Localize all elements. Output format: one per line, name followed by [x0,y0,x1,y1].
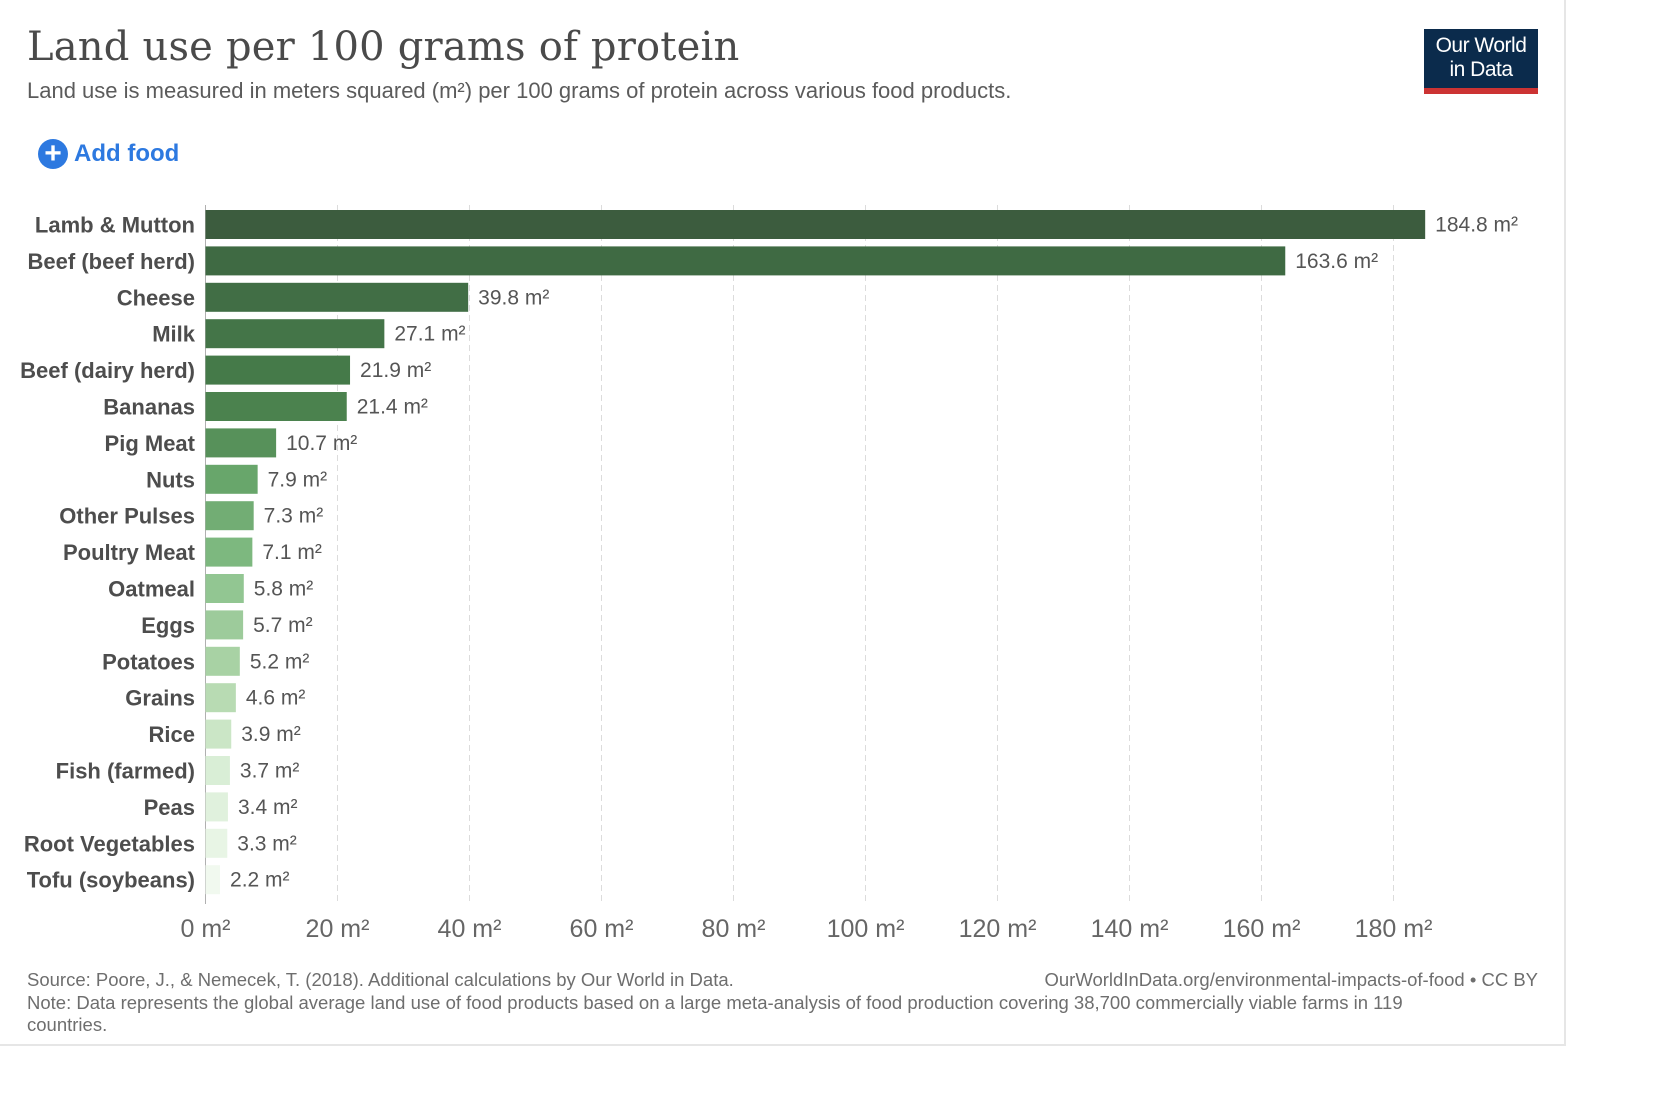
x-tick-label: 100 m² [827,915,905,943]
bar [205,319,385,349]
bar [205,282,469,312]
value-label: 21.4 m² [357,396,428,419]
chart-title: Land use per 100 grams of protein [27,24,740,70]
x-tick-label: 40 m² [438,915,502,943]
category-label: Grains [125,686,195,711]
x-tick-label: 20 m² [306,915,370,943]
category-label: Lamb & Mutton [35,213,195,238]
value-label: 5.2 m² [250,650,310,673]
category-label: Poultry Meat [63,540,196,565]
x-tick-label: 160 m² [1223,915,1301,943]
category-label: Milk [152,322,196,347]
value-label: 3.9 m² [241,723,301,746]
bar [205,792,228,822]
value-label: 7.3 m² [264,505,324,528]
bar [205,610,244,640]
bar [205,355,351,385]
category-label: Pig Meat [105,431,196,456]
chart-frame [0,0,1566,1046]
category-label: Eggs [141,613,195,638]
bar [205,428,277,458]
value-label: 4.6 m² [246,687,306,710]
value-label: 3.3 m² [237,832,297,855]
category-label: Tofu (soybeans) [27,868,195,893]
bar [205,756,230,785]
category-label: Rice [149,722,195,747]
bar [205,246,1286,276]
category-label: Nuts [146,467,195,492]
logo-line-1: Our World [1435,34,1527,57]
data-note: Note: Data represents the global average… [27,992,1403,1035]
bar [205,392,347,421]
value-label: 7.1 m² [262,541,322,564]
bar [205,210,1426,239]
category-label: Root Vegetables [24,831,195,856]
x-tick-label: 0 m² [181,915,231,943]
value-label: 2.2 m² [230,869,290,892]
bar [205,574,244,603]
chart-subtitle: Land use is measured in meters squared (… [27,78,1012,103]
bar-chart: 0 m² 20 m² 40 m² 60 m² 80 m² 100 m² 120 m² 140 … [20,205,1518,943]
category-label: Other Pulses [59,504,195,529]
category-label: Peas [144,795,195,820]
value-label: 21.9 m² [360,359,431,382]
bar [205,828,228,858]
category-label: Bananas [103,395,195,420]
plus-circle-icon: + [38,139,68,169]
bar [205,501,254,531]
category-label: Potatoes [102,649,195,674]
x-tick-label: 120 m² [959,915,1037,943]
value-label: 27.1 m² [394,323,465,346]
x-tick-label: 140 m² [1091,915,1169,943]
source-note: Source: Poore, J., & Nemecek, T. (2018).… [27,969,734,990]
bar [205,464,258,494]
category-label: Oatmeal [108,577,195,602]
value-label: 5.7 m² [253,614,313,637]
value-label: 3.7 m² [240,760,300,783]
x-tick-label: 180 m² [1355,915,1433,943]
logo-line-2: in Data [1449,58,1513,81]
bar [205,646,240,676]
value-label: 5.8 m² [254,578,314,601]
add-food-label: Add food [74,140,180,167]
bar [205,719,232,749]
owid-logo[interactable]: Our World in Data [1424,29,1538,94]
value-label: 3.4 m² [238,796,298,819]
source-url-link[interactable]: OurWorldInData.org/environmental-impacts… [1044,969,1539,990]
bar [205,537,253,567]
category-label: Beef (beef herd) [28,249,195,274]
category-label: Cheese [117,285,195,310]
value-label: 163.6 m² [1295,250,1378,273]
x-tick-label: 60 m² [570,915,634,943]
bar [205,683,236,713]
bar [205,865,221,895]
category-label: Fish (farmed) [56,759,195,784]
value-label: 10.7 m² [286,432,357,455]
category-label: Beef (dairy herd) [20,358,195,383]
add-food-button[interactable]: + Add food [38,139,179,169]
value-label: 184.8 m² [1435,214,1518,237]
value-label: 39.8 m² [478,286,549,309]
x-tick-label: 80 m² [702,915,766,943]
value-label: 7.9 m² [268,468,328,491]
